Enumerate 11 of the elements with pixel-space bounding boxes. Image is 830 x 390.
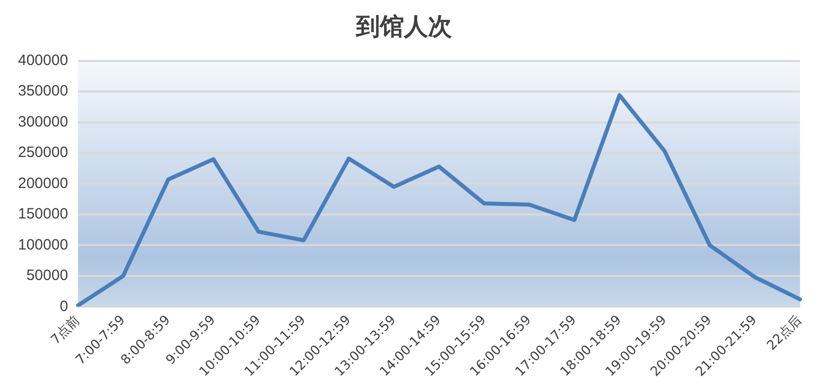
x-tick-label: 22点后 bbox=[764, 312, 806, 354]
y-tick-label: 200000 bbox=[18, 174, 68, 192]
y-tick-label: 300000 bbox=[18, 113, 68, 130]
y-tick-label: 0 bbox=[60, 298, 68, 315]
y-tick-label: 400000 bbox=[18, 52, 68, 69]
y-tick-label: 350000 bbox=[18, 82, 68, 100]
y-tick-label: 150000 bbox=[18, 206, 68, 223]
y-tick-label: 100000 bbox=[18, 236, 68, 254]
y-tick-label: 50000 bbox=[26, 267, 68, 284]
chart-title: 到馆人次 bbox=[355, 12, 453, 41]
y-tick-label: 250000 bbox=[18, 144, 68, 162]
